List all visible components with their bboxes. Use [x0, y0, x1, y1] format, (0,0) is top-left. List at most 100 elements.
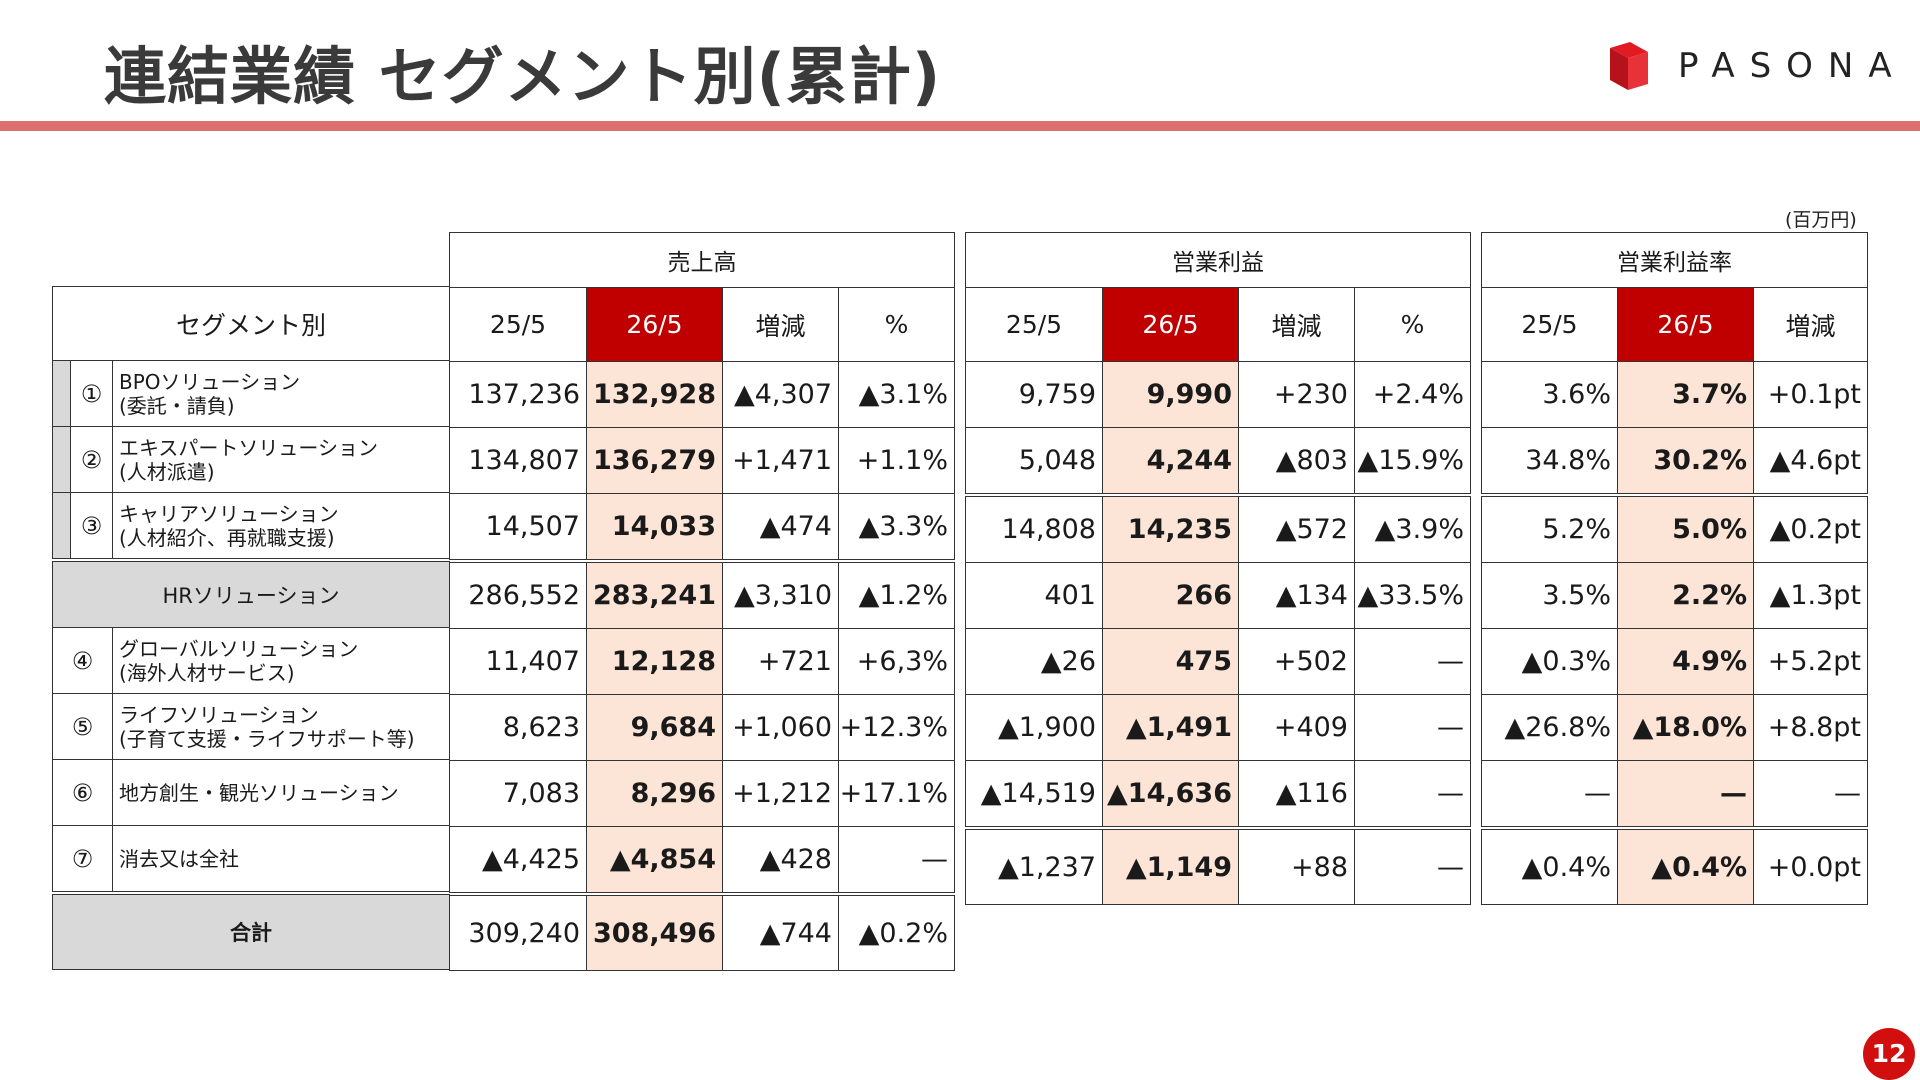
- cell: 308,496: [586, 892, 723, 971]
- cell: 2.2%: [1617, 562, 1754, 629]
- segment-name: キャリアソリューション (人材紹介、再就職支援): [112, 492, 450, 561]
- op-change-header: 増減: [1238, 287, 1355, 362]
- cell: +1.1%: [838, 427, 955, 494]
- cell: ▲1,149: [1102, 826, 1239, 905]
- cell: 137,236: [449, 361, 587, 428]
- segment-name: 地方創生・観光ソリューション: [112, 759, 450, 826]
- cell: ▲3.1%: [838, 361, 955, 428]
- unit-label: (百万円): [1785, 209, 1857, 231]
- margin-curr-header: 26/5: [1617, 287, 1754, 362]
- table-row: ⑦ 消去又は全社: [52, 825, 450, 894]
- cell: +502: [1238, 628, 1355, 695]
- segment-number: ③: [70, 492, 113, 561]
- hr-subtotal-row: HRソリューション: [52, 558, 450, 628]
- cell: 134,807: [449, 427, 587, 494]
- table-row: ② エキスパートソリューション (人材派遣): [52, 426, 450, 493]
- cell: 266: [1102, 562, 1239, 629]
- sales-pct-header: %: [838, 287, 955, 362]
- cell: —: [1354, 826, 1471, 905]
- margin-change-header: 増減: [1752, 287, 1869, 362]
- cell: +8.8pt: [1752, 694, 1869, 761]
- cell: —: [1617, 760, 1754, 829]
- segment-number: ②: [70, 426, 113, 493]
- cell: 8,623: [449, 694, 587, 761]
- cell: 475: [1102, 628, 1239, 695]
- cell: ▲3.9%: [1354, 493, 1471, 563]
- cell: +6,3%: [838, 628, 955, 695]
- cell: +1,212: [722, 760, 839, 827]
- cell: ▲4.6pt: [1752, 427, 1869, 496]
- op-prev-header: 25/5: [965, 287, 1103, 362]
- cell: ▲1.3pt: [1752, 562, 1869, 629]
- table-row: ④ グローバルソリューション (海外人材サービス): [52, 627, 450, 694]
- cell: 9,684: [586, 694, 723, 761]
- cell: ▲0.4%: [1481, 826, 1618, 905]
- cell: ▲15.9%: [1354, 427, 1471, 496]
- page-number: 12: [1863, 1028, 1915, 1080]
- cell: ▲572: [1238, 493, 1355, 563]
- sales-table: 売上高 25/5 26/5 増減 % 137,236 132,928 ▲4,307 ▲…: [449, 232, 955, 971]
- cell: 14,507: [449, 493, 587, 562]
- cell: ▲3.3%: [838, 493, 955, 562]
- cell: —: [1481, 760, 1618, 829]
- cell: +5.2pt: [1752, 628, 1869, 695]
- cell: —: [1354, 694, 1471, 761]
- margin-prev-header: 25/5: [1481, 287, 1618, 362]
- op-group-header: 営業利益: [965, 232, 1471, 288]
- cell: ▲474: [722, 493, 839, 562]
- sales-curr-header: 26/5: [586, 287, 723, 362]
- margin-group-header: 営業利益率: [1480, 232, 1869, 288]
- cell: 12,128: [586, 628, 723, 695]
- cell: 34.8%: [1481, 427, 1618, 496]
- sales-prev-header: 25/5: [449, 287, 587, 362]
- table-row: ① BPOソリューション (委託・請負): [52, 360, 450, 427]
- cell: ▲0.3%: [1481, 628, 1618, 695]
- cell: 9,759: [965, 361, 1103, 428]
- cell: ▲428: [722, 826, 839, 895]
- cell: 3.5%: [1481, 562, 1618, 629]
- cell: 11,407: [449, 628, 587, 695]
- cell: ▲1,237: [965, 826, 1103, 905]
- total-row: 合計: [52, 891, 450, 970]
- op-pct-header: %: [1354, 287, 1471, 362]
- segment-number: ⑥: [52, 759, 113, 826]
- pasona-logo-icon: [1610, 42, 1648, 90]
- cell: 136,279: [586, 427, 723, 494]
- segment-number: ①: [70, 360, 113, 427]
- cell: ▲744: [722, 892, 839, 971]
- table-row: ③ キャリアソリューション (人材紹介、再就職支援): [52, 492, 450, 561]
- cell: ▲4,425: [449, 826, 587, 895]
- segment-header: セグメント別: [52, 286, 450, 361]
- cell: +1,471: [722, 427, 839, 494]
- cell: 286,552: [449, 559, 587, 629]
- cell: 283,241: [586, 559, 723, 629]
- cell: 3.7%: [1617, 361, 1754, 428]
- cell: ▲26.8%: [1481, 694, 1618, 761]
- cell: ▲0.4%: [1617, 826, 1754, 905]
- hr-subtotal-label: HRソリューション: [52, 558, 450, 628]
- cell: —: [1354, 628, 1471, 695]
- cell: ▲18.0%: [1617, 694, 1754, 761]
- cell: 14,235: [1102, 493, 1239, 563]
- cell: +88: [1238, 826, 1355, 905]
- cell: 5.2%: [1481, 493, 1618, 563]
- cell: +230: [1238, 361, 1355, 428]
- cell: ▲4,854: [586, 826, 723, 895]
- cell: 30.2%: [1617, 427, 1754, 496]
- cell: +721: [722, 628, 839, 695]
- operating-profit-table: 営業利益 25/5 26/5 増減 % 9,759 9,990 +230 +2.…: [965, 232, 1471, 905]
- cell: +0.0pt: [1752, 826, 1869, 905]
- cell: 8,296: [586, 760, 723, 827]
- cell: ▲1,900: [965, 694, 1103, 761]
- cell: ▲0.2pt: [1752, 493, 1869, 563]
- cell: 4.9%: [1617, 628, 1754, 695]
- segment-name: ライフソリューション (子育て支援・ライフサポート等): [112, 693, 450, 760]
- cell: ▲14,519: [965, 760, 1103, 829]
- cell: ▲33.5%: [1354, 562, 1471, 629]
- cell: 4,244: [1102, 427, 1239, 496]
- cell: —: [838, 826, 955, 895]
- table-row: ⑤ ライフソリューション (子育て支援・ライフサポート等): [52, 693, 450, 760]
- cell: ▲1.2%: [838, 559, 955, 629]
- cell: 132,928: [586, 361, 723, 428]
- cell: +0.1pt: [1752, 361, 1869, 428]
